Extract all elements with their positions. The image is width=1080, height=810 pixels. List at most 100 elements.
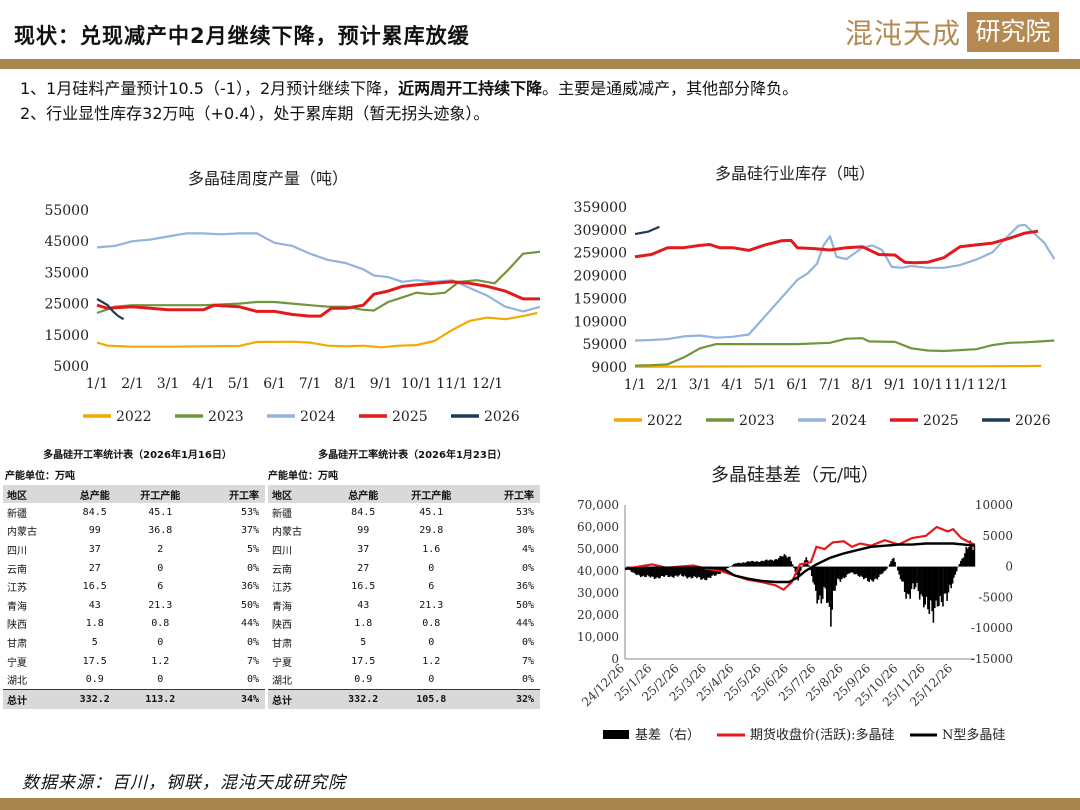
y-right-tick-label: -15000	[971, 652, 1013, 666]
basis-bar	[754, 561, 757, 567]
basis-bar	[651, 566, 653, 577]
basis-bar	[819, 566, 821, 596]
table-row: 云南 27 0 0%	[3, 559, 265, 578]
basis-bar	[798, 566, 801, 576]
y-tick-label: 109000	[574, 314, 627, 330]
cell-operating-capacity: 36.8	[148, 525, 173, 537]
basis-bar	[779, 555, 782, 567]
y-left-tick-label: 30,000	[577, 586, 619, 600]
basis-bar	[962, 557, 965, 567]
cell-operating-rate: 0%	[246, 562, 259, 574]
cell-capacity: 43	[357, 599, 370, 611]
basis-bar	[875, 566, 877, 579]
basis-bar	[897, 566, 899, 571]
basis-bar	[664, 566, 667, 576]
y-left-tick-label: 10,000	[577, 630, 619, 644]
basis-bar	[694, 566, 697, 578]
basis-bar	[852, 566, 854, 573]
basis-bar	[672, 566, 675, 578]
basis-bar	[649, 566, 652, 578]
x-tick-label: 12/1	[977, 377, 1008, 393]
cell-operating-rate: 44%	[515, 618, 534, 630]
basis-bar	[912, 566, 914, 584]
basis-bar	[813, 566, 816, 585]
cell-operating-capacity: 1.2	[422, 655, 441, 667]
table-row: 内蒙古 99 29.8 30%	[268, 522, 540, 541]
series-line-2022	[634, 364, 1042, 368]
x-tick-label: 2/1	[121, 376, 144, 392]
basis-bar	[935, 566, 937, 601]
cell-region: 云南	[7, 564, 27, 576]
cell-region: 总计	[268, 688, 334, 709]
basis-bar	[877, 566, 880, 577]
basis-bar	[876, 566, 879, 580]
basis-bar	[836, 566, 839, 579]
basis-bar	[733, 564, 735, 567]
basis-bar	[927, 566, 929, 610]
basis-bar	[696, 566, 698, 579]
basis-bar	[816, 566, 818, 604]
table-row: 新疆 84.5 45.1 53%	[3, 503, 265, 522]
footer-bar	[0, 798, 1080, 810]
basis-bar	[638, 566, 641, 576]
legend-label-ntype: N型多晶硅	[942, 727, 1005, 743]
col-capacity: 总产能	[334, 485, 393, 503]
basis-bar	[961, 558, 963, 567]
table-row: 江苏 16.5 6 36%	[268, 577, 540, 596]
basis-bar	[860, 566, 862, 576]
basis-bar	[864, 566, 866, 579]
basis-bar	[868, 566, 870, 582]
cell-operating-capacity: 21.3	[419, 599, 444, 611]
basis-bar	[886, 566, 888, 569]
basis-bar	[655, 566, 657, 579]
basis-chart: 多晶硅基差（元/吨） 0 10,000 20,000 30,000 40,000 50,00…	[577, 465, 1013, 743]
cell-region: 甘肃	[272, 638, 292, 650]
basis-bar	[745, 562, 747, 567]
basis-bar	[677, 566, 679, 577]
logo-brand-text: 混沌天成	[845, 17, 962, 50]
basis-bar	[839, 566, 842, 582]
cell-capacity: 5	[91, 636, 98, 648]
basis-bar	[850, 566, 853, 573]
basis-bar	[909, 566, 911, 599]
basis-bar	[891, 558, 894, 567]
basis-bar	[682, 566, 684, 577]
basis-bar	[761, 560, 764, 567]
cell-region: 内蒙古	[7, 527, 37, 539]
basis-bar	[768, 560, 771, 567]
basis-bar	[679, 566, 682, 575]
cell-operating-rate: 37%	[240, 525, 259, 537]
basis-bar	[743, 562, 746, 567]
basis-bar	[738, 562, 741, 567]
basis-bar	[727, 566, 730, 568]
cell-capacity: 37	[357, 543, 370, 555]
table-row: 甘肃 5 0 0%	[268, 633, 540, 652]
cell-operating-rate: 53%	[240, 506, 259, 518]
basis-bar	[693, 566, 695, 576]
basis-bar	[832, 566, 835, 591]
cell-operating-rate: 53%	[515, 506, 534, 518]
series-line-2026	[96, 297, 125, 321]
basis-bar	[671, 566, 674, 577]
basis-bar	[668, 566, 671, 577]
basis-bar	[906, 566, 909, 594]
basis-bar	[793, 566, 795, 568]
cell-operating-capacity: 29.8	[419, 525, 444, 537]
basis-bar	[899, 566, 902, 580]
basis-bar	[890, 561, 892, 567]
basis-bar	[778, 557, 780, 567]
cell-operating-rate: 0%	[246, 674, 259, 686]
cell-operating-capacity: 0	[428, 636, 435, 648]
basis-bar	[854, 566, 857, 575]
cell-operating-capacity: 45.1	[419, 506, 444, 518]
basis-bar	[737, 562, 739, 567]
basis-bar	[739, 563, 742, 567]
ntype-price-line	[624, 542, 976, 584]
basis-bar	[689, 566, 691, 577]
basis-bar	[731, 565, 734, 567]
cell-operating-capacity: 6	[428, 581, 435, 593]
basis-bar	[690, 566, 693, 579]
basis-bar	[713, 566, 716, 576]
cell-capacity: 5	[360, 636, 367, 648]
basis-bar	[642, 566, 645, 576]
